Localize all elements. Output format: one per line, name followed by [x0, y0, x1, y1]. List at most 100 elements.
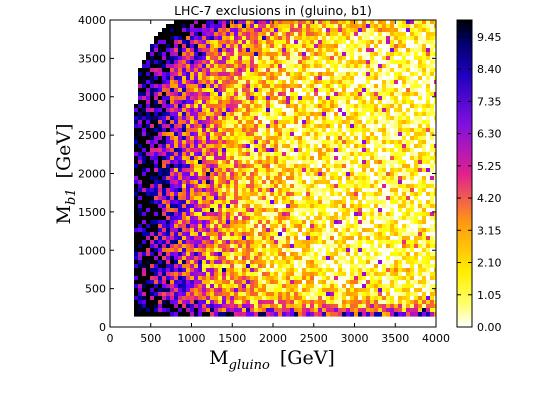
heatmap-cell	[350, 180, 355, 185]
heatmap-cell	[366, 232, 371, 237]
heatmap-cell	[142, 132, 147, 137]
heatmap-cell	[134, 284, 139, 289]
heatmap-cell	[382, 192, 387, 197]
heatmap-cell	[182, 100, 187, 105]
heatmap-cell	[418, 192, 423, 197]
heatmap-cell	[226, 148, 231, 153]
heatmap-cell	[390, 244, 395, 249]
heatmap-cell	[170, 104, 175, 109]
heatmap-cell	[426, 144, 431, 149]
heatmap-cell	[174, 180, 179, 185]
heatmap-cell	[186, 180, 191, 185]
heatmap-cell	[170, 192, 175, 197]
heatmap-cell	[222, 220, 227, 225]
heatmap-cell	[174, 64, 179, 69]
heatmap-cell	[222, 228, 227, 233]
heatmap-cell	[334, 216, 339, 221]
heatmap-cell	[254, 96, 259, 101]
heatmap-cell	[194, 228, 199, 233]
heatmap-cell	[146, 136, 151, 141]
heatmap-cell	[174, 140, 179, 145]
heatmap-cell	[378, 72, 383, 77]
heatmap-cell	[258, 248, 263, 253]
heatmap-cell	[174, 156, 179, 161]
heatmap-cell	[370, 84, 375, 89]
heatmap-cell	[182, 252, 187, 257]
heatmap-cell	[226, 164, 231, 169]
heatmap-cell	[202, 284, 207, 289]
heatmap-cell	[242, 132, 247, 137]
heatmap-cell	[174, 280, 179, 285]
heatmap-cell	[338, 80, 343, 85]
heatmap-cell	[406, 140, 411, 145]
heatmap-cell	[218, 144, 223, 149]
heatmap-cell	[382, 228, 387, 233]
heatmap-cell	[214, 72, 219, 77]
heatmap-cell	[310, 144, 315, 149]
heatmap-cell	[354, 124, 359, 129]
heatmap-cell	[354, 224, 359, 229]
heatmap-cell	[394, 128, 399, 133]
heatmap-cell	[346, 104, 351, 109]
heatmap-cell	[386, 188, 391, 193]
heatmap-cell	[270, 184, 275, 189]
heatmap-cell	[246, 80, 251, 85]
heatmap-cell	[430, 252, 435, 257]
heatmap-cell	[278, 192, 283, 197]
heatmap-cell	[210, 208, 215, 213]
heatmap-cell	[310, 88, 315, 93]
heatmap-cell	[314, 176, 319, 181]
heatmap-cell	[426, 36, 431, 41]
heatmap-cell	[266, 64, 271, 69]
heatmap-cell	[346, 164, 351, 169]
heatmap-cell	[406, 20, 411, 25]
heatmap-cell	[146, 108, 151, 113]
heatmap-cell	[342, 220, 347, 225]
heatmap-cell	[318, 172, 323, 177]
heatmap-cell	[354, 108, 359, 113]
heatmap-cell	[214, 156, 219, 161]
heatmap-cell	[174, 24, 179, 29]
heatmap-cell	[410, 280, 415, 285]
heatmap-cell	[250, 112, 255, 117]
heatmap-cell	[226, 200, 231, 205]
heatmap-cell	[218, 224, 223, 229]
heatmap-cell	[358, 112, 363, 117]
heatmap-cell	[378, 108, 383, 113]
heatmap-cell	[370, 244, 375, 249]
heatmap-cell	[166, 260, 171, 265]
heatmap-cell	[162, 232, 167, 237]
heatmap-cell	[430, 192, 435, 197]
heatmap-cell	[426, 200, 431, 205]
heatmap-cell	[134, 264, 139, 269]
heatmap-cell	[298, 88, 303, 93]
heatmap-cell	[358, 44, 363, 49]
heatmap-cell	[422, 244, 427, 249]
heatmap-cell	[390, 28, 395, 33]
heatmap-cell	[270, 124, 275, 129]
heatmap-cell	[346, 204, 351, 209]
heatmap-cell	[206, 192, 211, 197]
heatmap-cell	[418, 188, 423, 193]
heatmap-cell	[362, 92, 367, 97]
heatmap-cell	[202, 256, 207, 261]
heatmap-cell	[382, 144, 387, 149]
heatmap-cell	[166, 284, 171, 289]
heatmap-cell	[166, 60, 171, 65]
heatmap-cell	[170, 44, 175, 49]
heatmap-cell	[294, 88, 299, 93]
heatmap-cell	[318, 248, 323, 253]
heatmap-cell	[314, 28, 319, 33]
heatmap-cell	[406, 84, 411, 89]
heatmap-cell	[410, 256, 415, 261]
heatmap-cell	[186, 120, 191, 125]
heatmap-cell	[234, 212, 239, 217]
heatmap-cell	[314, 32, 319, 37]
heatmap-cell	[202, 264, 207, 269]
heatmap-cell	[318, 184, 323, 189]
heatmap-cell	[174, 100, 179, 105]
heatmap-cell	[430, 172, 435, 177]
heatmap-cell	[390, 200, 395, 205]
heatmap-cell	[246, 28, 251, 33]
heatmap-cell	[150, 216, 155, 221]
